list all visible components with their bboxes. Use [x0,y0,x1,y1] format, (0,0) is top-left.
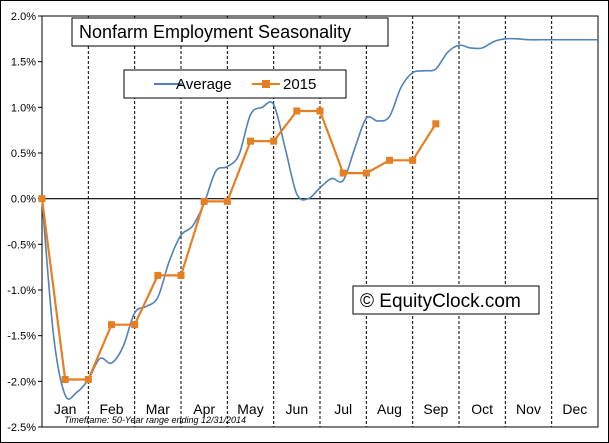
series-point-2015-7 [200,197,208,205]
y-tick-label: 1.5% [11,57,36,69]
grid-layer [87,16,553,427]
series-point-2015-0 [38,195,46,203]
x-tick-label-jan: Jan [54,401,77,417]
series-point-2015-1 [61,376,69,384]
axis-layer: 2.0% 1.5% 1.0% 0.5% 0.0% -0.5% -1.0% -1.5% -2.0%… [7,11,598,434]
x-tick-label-oct: Oct [471,401,493,417]
watermark-box: © EquityClock.com [352,285,540,315]
y-tick-label: -2.0% [7,376,36,388]
series-line-2015 [40,109,437,381]
series-point-2015-4 [131,321,139,329]
footnote: Timeframe: 50-Year range ending 12/31/20… [64,415,246,425]
x-tick-label-jul: Jul [334,401,352,417]
series-point-2015-6 [177,271,185,279]
y-tick-label: -1.5% [7,331,36,343]
y-tick-label: -2.5% [7,422,36,434]
series-point-2015-17 [432,120,440,128]
y-tick-label: 0.5% [11,148,36,160]
series-point-2015-2 [84,376,92,384]
chart-title: Nonfarm Employment Seasonality [79,22,351,42]
y-tick-label: -1.0% [7,285,36,297]
series-point-2015-3 [108,321,115,329]
x-tick-label-aug: Aug [377,401,402,417]
series-point-2015-5 [154,271,162,279]
series-point-2015-12 [316,107,324,115]
legend-label-2015: 2015 [283,76,316,93]
x-tick-label-apr: Apr [193,401,215,417]
y-tick-label: 1.0% [11,102,36,114]
x-tick-label-sep: Sep [423,401,448,417]
series-point-2015-11 [293,107,301,115]
series-point-2015-14 [362,169,370,177]
series-point-2015-16 [409,156,417,164]
y-tick-label: -0.5% [7,239,36,251]
series-layer [38,37,598,400]
y-tick-label: 0.0% [11,194,36,206]
series-point-2015-13 [339,169,347,177]
series-point-2015-15 [386,156,393,164]
legend: Average 2015 [123,69,347,99]
series-point-2015-8 [223,197,231,205]
legend-label-average: Average [176,76,232,93]
x-tick-label-nov: Nov [516,401,541,417]
series-point-2015-10 [270,137,278,145]
y-tick-label: 2.0% [11,11,36,23]
title-box: Nonfarm Employment Seasonality [71,17,389,47]
series-point-2015-9 [247,137,254,145]
x-tick-label-may: May [237,401,263,417]
legend-marker-2015 [262,80,270,88]
watermark-text: © EquityClock.com [360,291,521,312]
x-tick-label-dec: Dec [562,401,587,417]
x-tick-label-jun: Jun [286,401,309,417]
x-tick-label-mar: Mar [146,401,170,417]
x-tick-label-feb: Feb [99,401,123,417]
